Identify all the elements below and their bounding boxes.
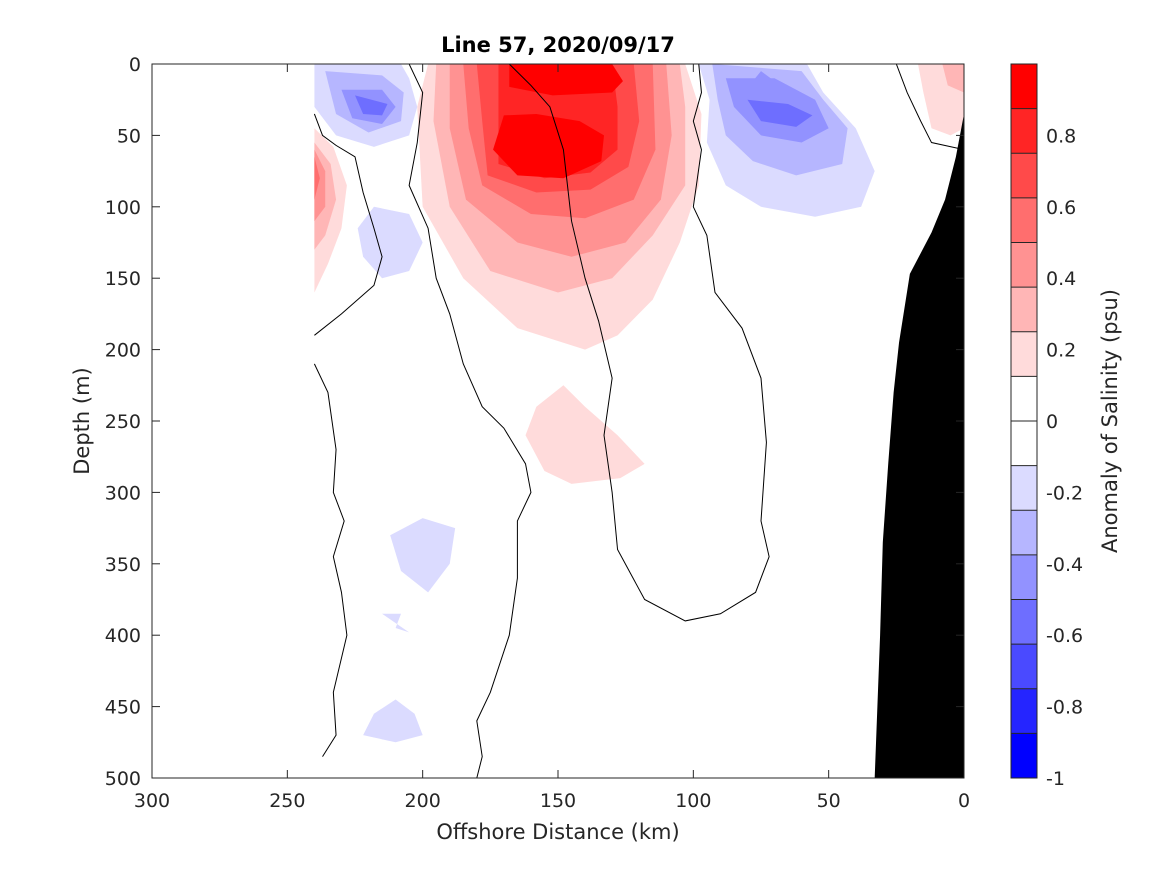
zero-contour-offshore-upper	[313, 113, 383, 336]
y-tick-label: 350	[105, 554, 141, 576]
colorbar-tick-label: 0.2	[1046, 340, 1076, 362]
negative-patch-small	[382, 613, 410, 633]
zero-contour-central-west	[408, 64, 532, 778]
x-tick-label: 200	[405, 790, 441, 812]
colorbar-segment	[1011, 465, 1037, 511]
colorbar-tick-label: -0.2	[1046, 482, 1083, 504]
zero-contour-central-east	[508, 64, 770, 622]
colorbar-tick-label: -0.8	[1046, 697, 1083, 719]
y-tick-label: 100	[105, 197, 141, 219]
y-axis-ticks: 0 50 100 150 200 250 300 350 400 450 500	[105, 54, 964, 790]
colorbar: 0.8 0.6 0.4 0.2 0 -0.2 -0.4 -0.6 -0.8 -1	[1010, 63, 1083, 790]
zero-contours	[313, 64, 964, 778]
offshore-positive-level-4	[314, 156, 320, 200]
surface-positive-core	[509, 64, 623, 96]
colorbar-segment	[1011, 331, 1037, 377]
nearshore-negative-core	[747, 99, 813, 127]
offshore-positive-level-3	[314, 149, 326, 222]
y-tick-label: 500	[105, 768, 141, 790]
zero-contour-coastal	[895, 64, 964, 151]
colorbar-segment	[1011, 644, 1037, 690]
nearshore-negative-surface	[752, 71, 775, 82]
colorbar-tick-label: -0.4	[1046, 554, 1083, 576]
y-axis-label: Depth (m)	[70, 367, 94, 474]
negative-patch-middle	[390, 518, 456, 593]
colorbar-segment	[1011, 287, 1037, 333]
colorbar-tick-label: 0.6	[1046, 197, 1076, 219]
colorbar-segment	[1011, 242, 1037, 288]
y-tick-label: 250	[105, 411, 141, 433]
deep-positive-patch	[525, 385, 645, 484]
x-axis-label: Offshore Distance (km)	[436, 820, 679, 844]
negative-patch-upper	[357, 206, 423, 279]
colorbar-segment	[1011, 197, 1037, 243]
colorbar-tick-label: -0.6	[1046, 625, 1083, 647]
negative-patch-deep	[363, 699, 423, 743]
colorbar-frame	[1010, 63, 1038, 779]
anomaly-fills	[314, 64, 964, 743]
colorbar-segment	[1011, 554, 1037, 600]
contour-field	[313, 64, 964, 778]
colorbar-segment	[1011, 510, 1037, 556]
y-tick-label: 200	[105, 340, 141, 362]
colorbar-tick-label: 0.4	[1046, 268, 1076, 290]
colorbar-tick-label: 0.8	[1046, 125, 1076, 147]
chart-title: Line 57, 2020/09/17	[441, 33, 675, 57]
colorbar-segment	[1011, 599, 1037, 645]
y-tick-label: 50	[117, 125, 141, 147]
colorbar-segment	[1011, 421, 1037, 467]
zero-contour-offshore-deep	[313, 363, 348, 757]
offshore-negative-core	[355, 95, 388, 116]
colorbar-segment	[1011, 153, 1037, 199]
colorbar-segment	[1011, 64, 1037, 110]
colorbar-tick-label: -1	[1046, 768, 1065, 790]
colorbar-segment	[1011, 108, 1037, 154]
x-tick-label: 0	[958, 790, 970, 812]
colorbar-label: Anomaly of Salinity (psu)	[1098, 289, 1122, 553]
colorbar-segment	[1011, 376, 1037, 422]
colorbar-segment	[1011, 688, 1037, 734]
x-tick-label: 150	[540, 790, 576, 812]
y-tick-label: 150	[105, 268, 141, 290]
y-tick-label: 450	[105, 697, 141, 719]
colorbar-segment	[1011, 733, 1037, 779]
coastal-positive-level-2	[942, 64, 964, 93]
y-tick-label: 400	[105, 625, 141, 647]
y-tick-label: 0	[129, 54, 141, 76]
x-tick-label: 250	[269, 790, 305, 812]
x-tick-label: 50	[817, 790, 841, 812]
x-tick-label: 300	[134, 790, 170, 812]
colorbar-tick-label: 0	[1046, 411, 1058, 433]
x-tick-label: 100	[675, 790, 711, 812]
y-tick-label: 300	[105, 482, 141, 504]
seafloor-bathymetry	[874, 113, 964, 778]
x-axis-ticks: 300 250 200 150 100 50 0	[134, 64, 970, 812]
positive-anomaly-core	[493, 113, 605, 179]
